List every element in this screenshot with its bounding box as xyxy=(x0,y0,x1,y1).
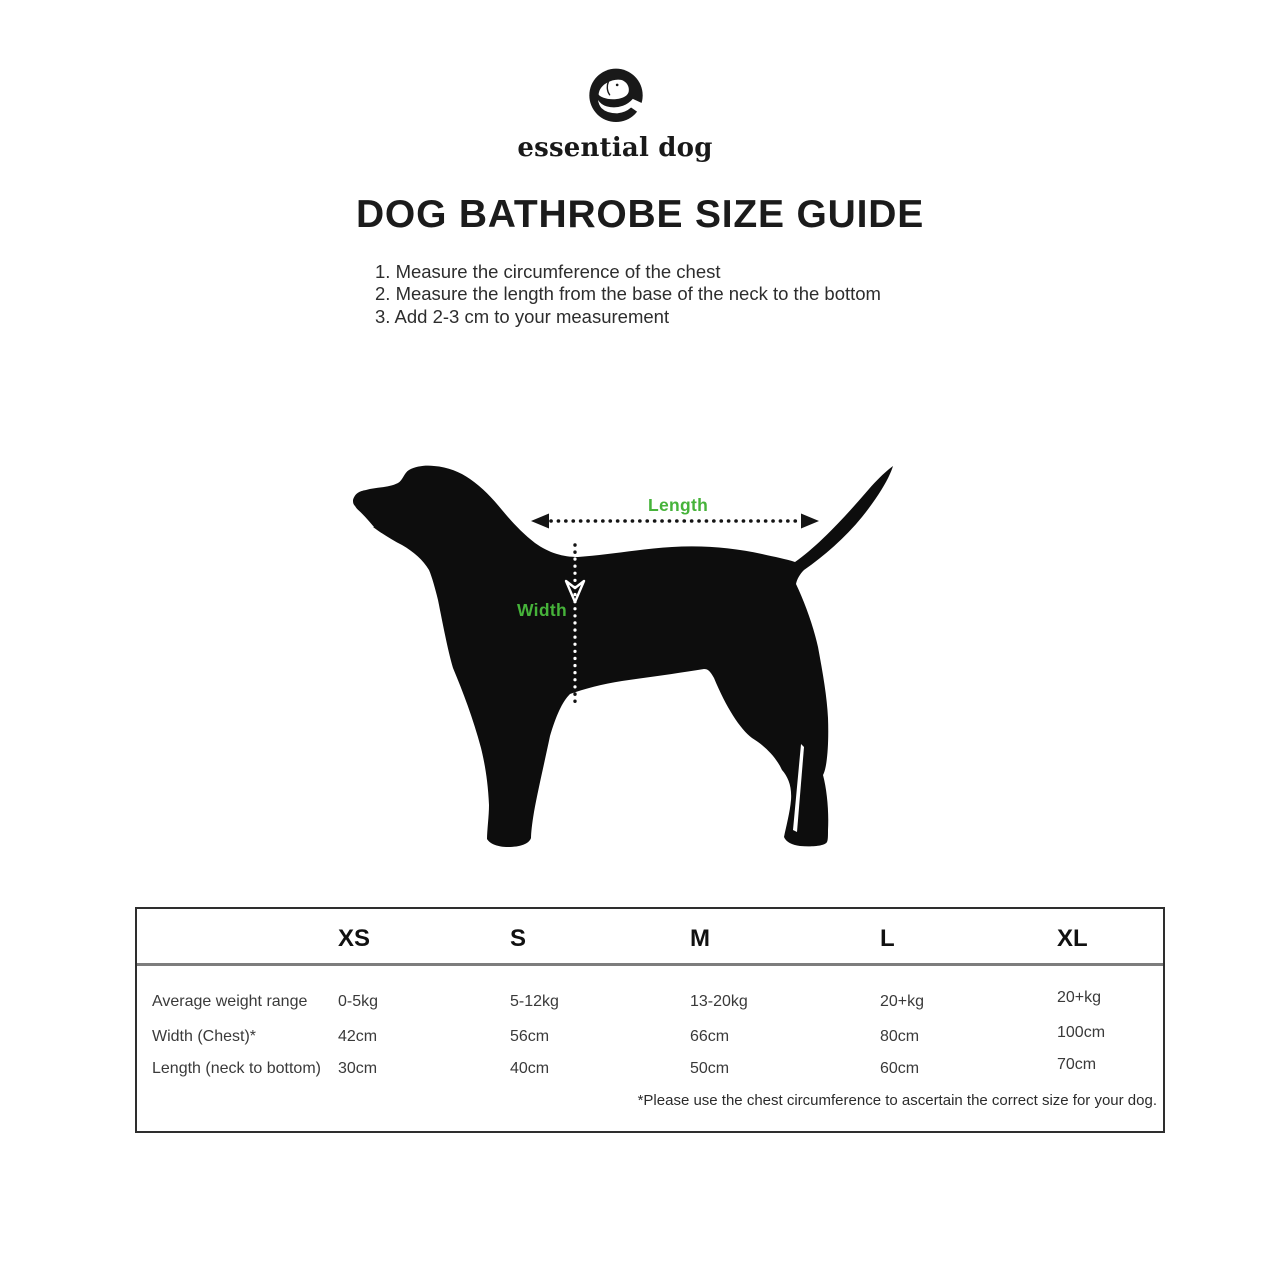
column-header-xs: XS xyxy=(338,925,371,952)
dog-silhouette-diagram xyxy=(353,465,893,847)
weight-m: 13-20kg xyxy=(690,993,748,1010)
width-label: Width xyxy=(517,600,567,620)
width-l: 80cm xyxy=(880,1028,920,1045)
page-title: DOG BATHROBE SIZE GUIDE xyxy=(355,193,925,236)
length-label: Length xyxy=(648,495,709,515)
size-table: XS S M L XL Average weight range 0-5kg 5… xyxy=(135,907,1165,1133)
width-m: 66cm xyxy=(690,1028,730,1045)
width-arrowhead-icon xyxy=(564,579,586,604)
instruction-step-1: 1. Measure the circumference of the ches… xyxy=(375,261,721,282)
weight-xl: 20+kg xyxy=(1057,989,1102,1006)
column-header-m: M xyxy=(690,925,710,952)
column-header-s: S xyxy=(510,925,527,952)
width-xl: 100cm xyxy=(1057,1024,1106,1041)
header-divider xyxy=(137,963,1163,966)
instruction-step-3: 3. Add 2-3 cm to your measurement xyxy=(375,305,670,327)
weight-s: 5-12kg xyxy=(510,993,559,1010)
instruction-step-2: 2. Measure the length from the base of t… xyxy=(375,283,881,305)
length-xl: 70cm xyxy=(1057,1056,1097,1073)
length-m: 50cm xyxy=(690,1060,730,1077)
row-label-width: Width (Chest)* xyxy=(152,1028,257,1045)
width-xs: 42cm xyxy=(338,1028,378,1045)
length-xs: 30cm xyxy=(338,1060,378,1077)
weight-l: 20+kg xyxy=(880,993,925,1010)
dog-silhouette xyxy=(353,465,893,847)
rear-leg-gap xyxy=(793,744,804,832)
length-l: 60cm xyxy=(880,1060,920,1077)
dog-mouth-notch xyxy=(355,509,374,528)
column-header-l: L xyxy=(880,925,895,952)
row-label-weight: Average weight range xyxy=(152,993,308,1010)
brand-name: essential dog xyxy=(517,133,713,163)
length-s: 40cm xyxy=(510,1060,550,1077)
width-s: 56cm xyxy=(510,1028,550,1045)
instructions-list: 1. Measure the circumference of the ches… xyxy=(375,261,881,328)
row-label-length: Length (neck to bottom) xyxy=(152,1060,321,1077)
length-arrowhead-left-icon xyxy=(531,513,549,529)
length-arrowhead-right-icon xyxy=(801,513,819,529)
column-header-xl: XL xyxy=(1057,925,1088,952)
brand-logo-icon xyxy=(589,68,644,123)
table-footnote: *Please use the chest circumference to a… xyxy=(637,1092,1157,1109)
weight-xs: 0-5kg xyxy=(338,993,379,1010)
